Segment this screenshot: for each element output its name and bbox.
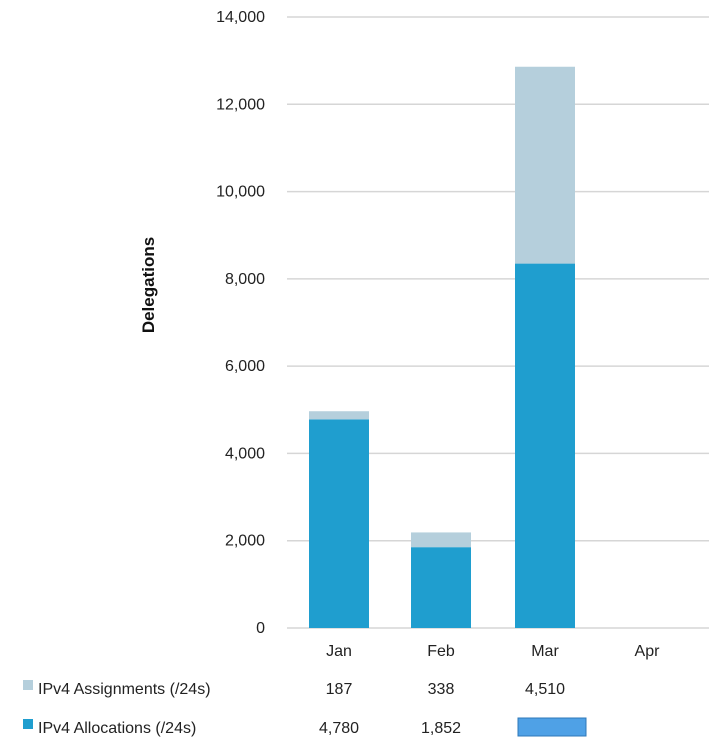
y-tick-label: 8,000 xyxy=(225,271,265,288)
bar-feb-assignments xyxy=(411,532,471,548)
x-tick-label-jan: Jan xyxy=(326,643,352,660)
legend-swatch-allocations xyxy=(23,719,33,729)
bar-mar-allocations xyxy=(515,263,575,628)
y-axis-tick-labels: 0 2,000 4,000 6,000 8,000 10,000 12,000 14,000 xyxy=(216,9,265,637)
x-tick-label-feb: Feb xyxy=(427,643,455,660)
data-label-assignments-mar: 4,510 xyxy=(525,681,565,698)
data-label-allocations-feb: 1,852 xyxy=(421,720,461,737)
y-tick-label: 4,000 xyxy=(225,445,265,462)
x-tick-label-mar: Mar xyxy=(531,643,559,660)
bar-jan-allocations xyxy=(309,419,369,628)
y-tick-label: 0 xyxy=(256,620,265,637)
redacted-value-box xyxy=(517,717,587,737)
legend-label-allocations: IPv4 Allocations (/24s) xyxy=(38,720,196,737)
bar-jan-assignments xyxy=(309,411,369,420)
data-label-allocations-jan: 4,780 xyxy=(319,720,359,737)
bar-mar-assignments xyxy=(515,66,575,264)
y-axis-title: Delegations xyxy=(139,237,158,333)
legend-label-assignments: IPv4 Assignments (/24s) xyxy=(38,681,211,698)
legend-swatch-assignments xyxy=(23,680,33,690)
y-tick-label: 6,000 xyxy=(225,358,265,375)
bar-feb-allocations xyxy=(411,547,471,628)
y-tick-label: 14,000 xyxy=(216,9,265,26)
data-label-assignments-feb: 338 xyxy=(428,681,455,698)
x-axis-tick-labels: Jan Feb Mar Apr xyxy=(326,643,660,660)
bars xyxy=(309,66,575,628)
y-tick-label: 12,000 xyxy=(216,96,265,113)
x-tick-label-apr: Apr xyxy=(635,643,661,660)
data-table: IPv4 Assignments (/24s) 187 338 4,510 IPv4 A… xyxy=(23,680,587,737)
data-label-assignments-jan: 187 xyxy=(326,681,353,698)
y-tick-label: 10,000 xyxy=(216,184,265,201)
y-tick-label: 2,000 xyxy=(225,533,265,550)
